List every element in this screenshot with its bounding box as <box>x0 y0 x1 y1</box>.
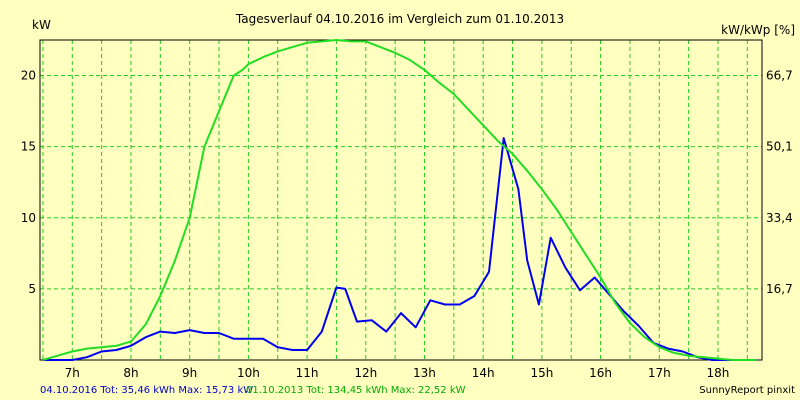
series-line-2 <box>42 39 757 361</box>
grid <box>40 40 762 360</box>
x-axis: 7h 8h 9h 10h 11h 12h 13h 14h 15h 16h 17h 18h <box>65 366 730 380</box>
y-axis-right: 16,7 33,4 50,1 66,7 <box>766 69 793 296</box>
x-tick-label: 8h <box>123 366 138 380</box>
y-tick-label-left: 10 <box>21 211 36 225</box>
x-tick-label: 13h <box>413 366 436 380</box>
x-tick-label: 16h <box>589 366 612 380</box>
series-lines <box>42 39 757 361</box>
footer-green-series: 01.10.2013 Tot: 134,45 kWh Max: 22,52 kW <box>246 385 466 396</box>
footer-credit: SunnyReport pinxit <box>699 385 795 396</box>
x-tick-label: 11h <box>296 366 319 380</box>
y-tick-label-left: 15 <box>21 140 36 154</box>
x-tick-label: 17h <box>648 366 671 380</box>
y-tick-label-left: 20 <box>21 69 36 83</box>
x-tick-label: 18h <box>707 366 730 380</box>
x-tick-label: 10h <box>237 366 260 380</box>
y-axis-left-label: kW <box>32 18 51 32</box>
x-tick-label: 7h <box>65 366 80 380</box>
footer-blue-series: 04.10.2016 Tot: 35,46 kWh Max: 15,73 kW <box>40 385 253 396</box>
y-tick-label-right: 16,7 <box>766 282 793 296</box>
x-tick-label: 9h <box>182 366 197 380</box>
x-tick-label: 12h <box>354 366 377 380</box>
chart-title: Tagesverlauf 04.10.2016 im Vergleich zum… <box>235 12 564 26</box>
y-axis-right-label: kW/kWp [%] <box>721 23 795 37</box>
y-tick-label-right: 33,4 <box>766 211 793 225</box>
plot-frame <box>39 39 763 361</box>
x-tick-label: 14h <box>472 366 495 380</box>
x-tick-label: 15h <box>530 366 553 380</box>
y-tick-label-right: 50,1 <box>766 140 793 154</box>
y-tick-label-left: 5 <box>28 282 36 296</box>
y-axis-left: 5 10 15 20 <box>21 69 36 296</box>
y-tick-label-right: 66,7 <box>766 69 793 83</box>
series-line-1 <box>42 137 757 361</box>
